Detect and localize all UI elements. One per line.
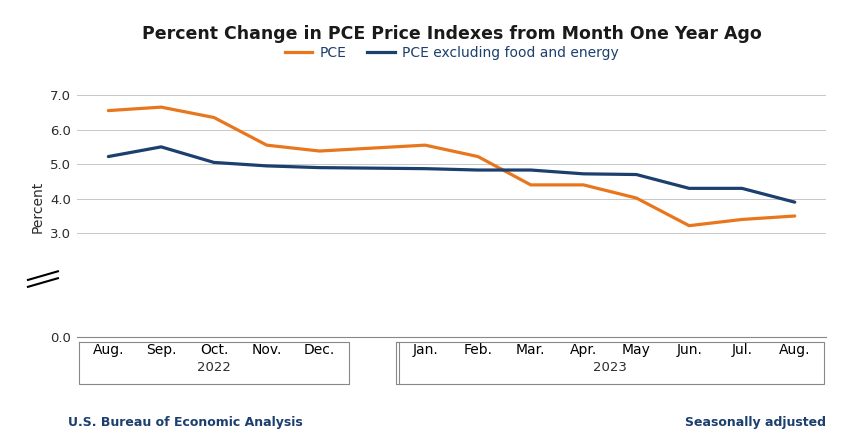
Text: U.S. Bureau of Economic Analysis: U.S. Bureau of Economic Analysis xyxy=(68,416,303,429)
Legend: PCE, PCE excluding food and energy: PCE, PCE excluding food and energy xyxy=(279,41,624,66)
Text: 2022: 2022 xyxy=(197,361,231,374)
Y-axis label: Percent: Percent xyxy=(31,181,44,233)
Text: Seasonally adjusted: Seasonally adjusted xyxy=(686,416,826,429)
Title: Percent Change in PCE Price Indexes from Month One Year Ago: Percent Change in PCE Price Indexes from… xyxy=(141,25,762,43)
Text: 2023: 2023 xyxy=(593,361,627,374)
